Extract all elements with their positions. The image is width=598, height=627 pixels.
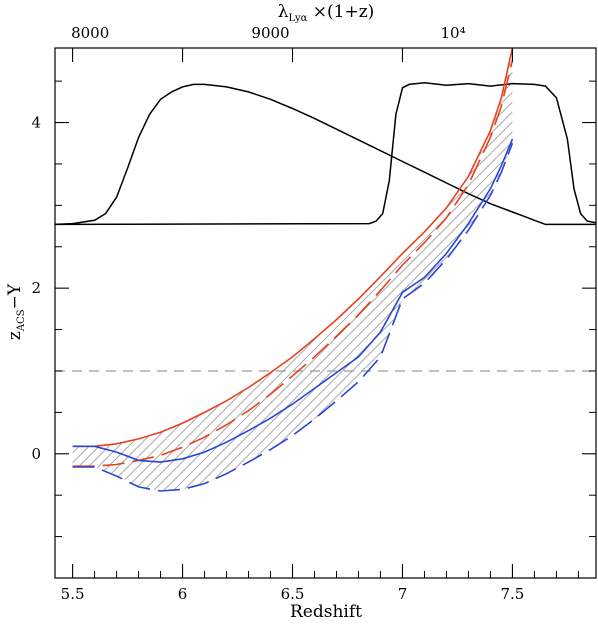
x-axis-title: Redshift [290,602,362,622]
y-tick-label: 4 [31,114,41,132]
x-tick-label: 7.5 [501,585,525,603]
hatched-uncertainty-region [72,48,513,491]
filter-curve-1 [55,83,596,226]
x-tick-label: 7 [398,585,408,603]
plot-frame [54,47,597,579]
top-tick-label: 8000 [71,24,109,42]
blue-dashed-track [72,142,514,492]
x-tick-label: 6.5 [281,585,305,603]
filter-curves [55,82,596,226]
top-tick-label: 10⁴ [440,24,465,42]
plot-area [55,48,596,492]
color-tracks [72,48,514,492]
red-solid-track [72,48,514,448]
y-axis-title-suffix: −Y [5,283,25,309]
top-tick-label: 9000 [251,24,289,42]
y-axis-title-sub: ACS [16,309,27,332]
x-tick-label: 6 [178,585,188,603]
y-axis-title: zACS−Y [5,283,27,340]
y-tick-label: 0 [31,445,41,463]
blue-solid-track [72,138,514,463]
x-tick-label: 5.5 [61,585,85,603]
red-dashed-track [72,60,514,468]
y-axis-title-main: z [5,331,25,340]
y-tick-label: 2 [31,279,41,297]
axis-ticks: 5.5 6 6.5 7 7.5 0 2 4 8000 9000 10⁴ [31,24,596,603]
filter-curve-2 [55,82,596,226]
top-axis-title-suffix: ×(1+z) [307,2,374,22]
top-axis-title-main: λ [278,2,289,22]
top-axis-title-sub: Lyα [288,13,307,24]
top-axis-title: λLyα ×(1+z) [278,2,375,24]
